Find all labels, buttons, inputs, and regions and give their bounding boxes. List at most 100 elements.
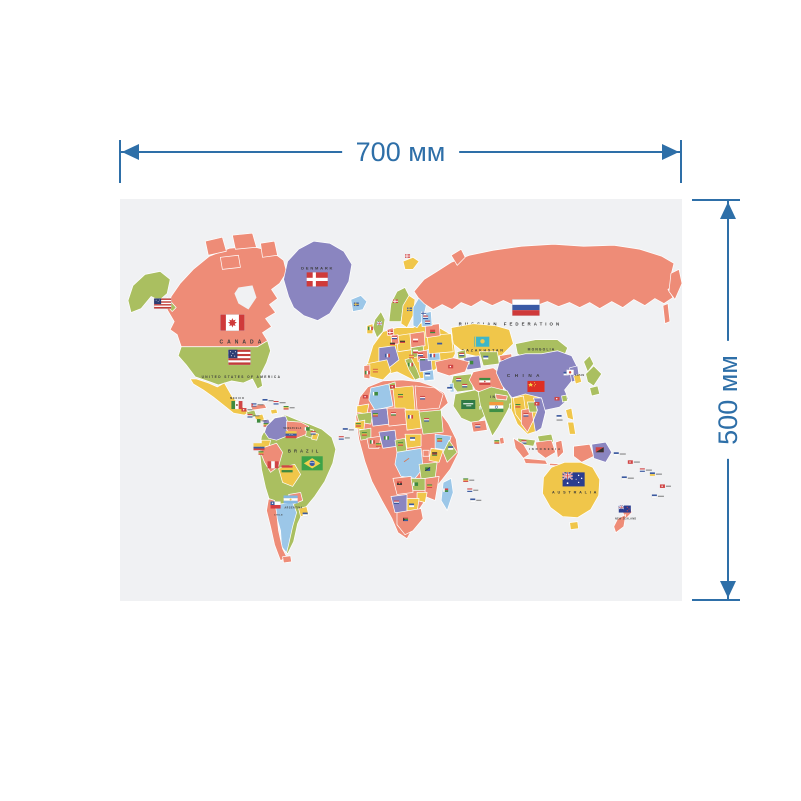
flag-botswana (408, 503, 415, 508)
label-russia: RUSSIAN FEDERATION (459, 322, 563, 327)
flag-belgium (389, 342, 395, 347)
flag-colombia (253, 443, 265, 451)
width-dimension-label: 700 мм (341, 135, 460, 169)
flag-libya (397, 393, 404, 398)
flag-mexico (231, 400, 243, 410)
height-tick-bottom (692, 599, 740, 601)
flag-cote-divoire (369, 440, 375, 444)
flag-saudi-arabia (461, 400, 476, 410)
flag-cameroon (397, 442, 404, 446)
flag-south-africa (403, 517, 409, 522)
flag-estonia (423, 315, 429, 320)
flag-latvia (425, 320, 431, 325)
flag-kazakhstan (474, 336, 490, 347)
label-kazakhstan: KAZAKHSTAN (462, 349, 505, 353)
height-dimension-arrow: 500 мм (692, 199, 745, 601)
flag-romania (430, 353, 436, 358)
flag-portugal (364, 370, 370, 375)
flag-united-states (228, 349, 251, 366)
flag-israel (447, 386, 453, 391)
flag-ethiopia (437, 438, 443, 442)
region-oceania: AUSTRALIA NEW ZEALAND (542, 452, 671, 534)
indian-ocean-flags (463, 478, 482, 503)
flag-uruguay (302, 512, 308, 517)
flag-sweden (407, 307, 413, 312)
flag-denmark (306, 272, 328, 287)
arrow-right-icon (662, 144, 679, 160)
label-canada: CANADA (220, 340, 266, 346)
flag-united-kingdom (376, 321, 383, 326)
flag-germany (399, 340, 406, 345)
flag-chad (408, 415, 414, 419)
label-venezuela: VENEZUELA (283, 427, 301, 430)
label-brazil: BRAZIL (288, 448, 321, 453)
flag-ecuador (258, 451, 264, 455)
label-argentina: ARGENTINA (285, 507, 303, 510)
flag-ghana (375, 443, 381, 447)
flag-poland (413, 338, 419, 343)
flag-italy (408, 362, 414, 367)
flag-vietnam (534, 402, 540, 406)
flag-united-states-alaska (153, 298, 172, 309)
flag-venezuela (285, 431, 297, 439)
flag-netherlands (391, 335, 397, 340)
arrow-up-icon (720, 202, 736, 219)
flag-slovakia (418, 352, 424, 357)
label-denmark: DENMARK (301, 265, 334, 270)
flag-india (489, 402, 504, 413)
world-map: CANADA UNITED STATES OF AMERICA MEXICO (127, 232, 682, 564)
flag-turkey (448, 364, 454, 369)
flag-morocco (362, 394, 368, 399)
region-north-america: CANADA UNITED STATES OF AMERICA MEXICO (127, 232, 295, 427)
label-australia: AUSTRALIA (552, 490, 599, 494)
arrow-left-icon (122, 144, 139, 160)
flag-iran (479, 377, 491, 385)
flag-myanmar (515, 404, 521, 408)
flag-china (527, 380, 545, 392)
flag-papua-new-guinea (595, 447, 604, 453)
flag-philippines (556, 414, 562, 419)
flag-australia (562, 471, 585, 487)
flag-greece (425, 372, 431, 377)
flag-thailand (523, 413, 529, 417)
flag-central-african-republic (409, 437, 416, 441)
flag-niger (390, 412, 396, 416)
flag-japan (566, 369, 574, 376)
label-chile: CHILE (274, 515, 283, 517)
flag-tunisia (389, 384, 395, 389)
flag-brazil (301, 456, 323, 471)
flag-yemen (475, 424, 481, 428)
flag-syria (456, 377, 462, 382)
label-mongolia: MONGOLIA (528, 348, 556, 352)
label-united-states: UNITED STATES OF AMERICA (202, 375, 282, 379)
flag-mozambique (427, 484, 433, 488)
flag-argentina (283, 495, 298, 504)
flag-france (384, 353, 390, 358)
flag-algeria (372, 391, 378, 396)
flag-svalbard (405, 254, 411, 258)
flag-bolivia (281, 465, 293, 473)
flag-namibia (393, 500, 399, 505)
flag-iraq (462, 383, 468, 388)
atlantic-flags (338, 428, 354, 440)
flag-guyana (304, 427, 310, 431)
flag-new-zealand (618, 505, 631, 513)
flag-sudan (424, 418, 430, 422)
flag-czechia (413, 349, 419, 354)
flag-finland (420, 311, 427, 316)
flag-uzbekistan (483, 355, 489, 360)
flag-taiwan (554, 396, 560, 401)
height-tick-top (692, 199, 740, 201)
flag-georgia (459, 352, 465, 357)
flag-spain (372, 368, 378, 373)
region-asia: RUSSIAN FEDERATION KAZAKHSTAN (402, 243, 682, 467)
pacific-flags (613, 452, 671, 499)
flag-hungary (420, 356, 426, 361)
flag-belarus (430, 329, 436, 334)
flag-angola (396, 481, 403, 485)
width-dimension-arrow: 700 мм (119, 135, 682, 183)
region-south-america: VENEZUELA BRAZIL (253, 414, 337, 564)
flag-madagascar (442, 487, 449, 493)
label-japan: JAPAN (575, 374, 585, 377)
